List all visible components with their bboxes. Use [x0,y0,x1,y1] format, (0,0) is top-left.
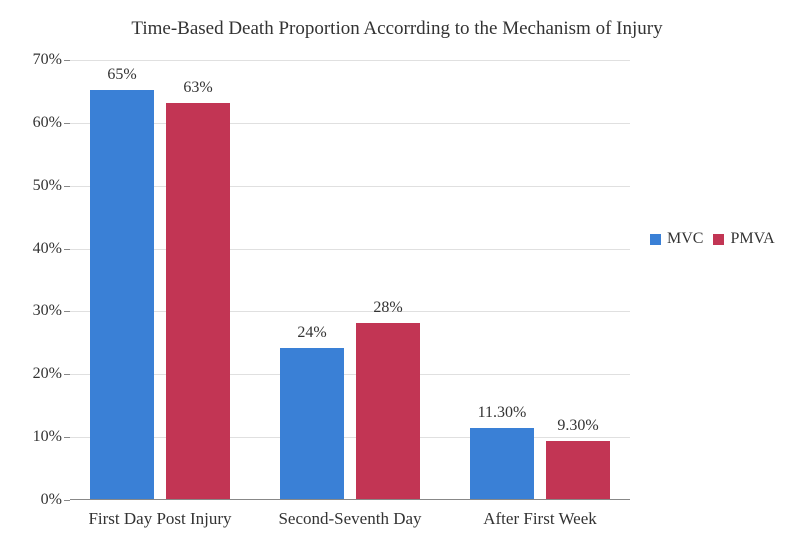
bar-mvc: 24% [280,348,344,499]
gridline [70,249,630,250]
chart-title: Time-Based Death Proportion Accorrding t… [0,18,794,40]
y-tick-label: 0% [41,491,62,509]
x-category-label: After First Week [483,509,597,529]
bar-value-label: 63% [183,79,212,97]
y-tick-label: 50% [33,177,62,195]
bar-value-label: 24% [297,324,326,342]
gridline [70,60,630,61]
legend-label-pmva: PMVA [730,230,774,248]
y-tick-mark [64,437,70,438]
bar-mvc: 65% [90,90,154,499]
bar-value-label: 11.30% [478,404,527,422]
y-tick-mark [64,374,70,375]
y-tick-mark [64,123,70,124]
gridline [70,186,630,187]
y-tick-label: 40% [33,240,62,258]
y-tick-mark [64,186,70,187]
bar-value-label: 28% [373,299,402,317]
legend-swatch-pmva [713,234,724,245]
gridline [70,311,630,312]
bar-pmva: 63% [166,103,230,499]
bar-pmva: 28% [356,323,420,499]
gridline [70,374,630,375]
y-tick-label: 30% [33,302,62,320]
y-tick-label: 10% [33,428,62,446]
legend: MVC PMVA [650,230,779,248]
y-tick-label: 70% [33,51,62,69]
bar-mvc: 11.30% [470,428,534,499]
legend-swatch-mvc [650,234,661,245]
chart-container: Time-Based Death Proportion Accorrding t… [0,0,794,556]
y-tick-mark [64,500,70,501]
y-tick-label: 60% [33,114,62,132]
y-tick-mark [64,60,70,61]
legend-label-mvc: MVC [667,230,703,248]
gridline [70,123,630,124]
plot-area: 0%10%20%30%40%50%60%70%65%63%First Day P… [70,60,630,500]
gridline [70,437,630,438]
x-category-label: First Day Post Injury [88,509,231,529]
y-tick-label: 20% [33,365,62,383]
y-tick-mark [64,311,70,312]
y-tick-mark [64,249,70,250]
bar-value-label: 65% [107,66,136,84]
bar-value-label: 9.30% [557,417,598,435]
bar-pmva: 9.30% [546,441,610,499]
x-category-label: Second-Seventh Day [278,509,421,529]
